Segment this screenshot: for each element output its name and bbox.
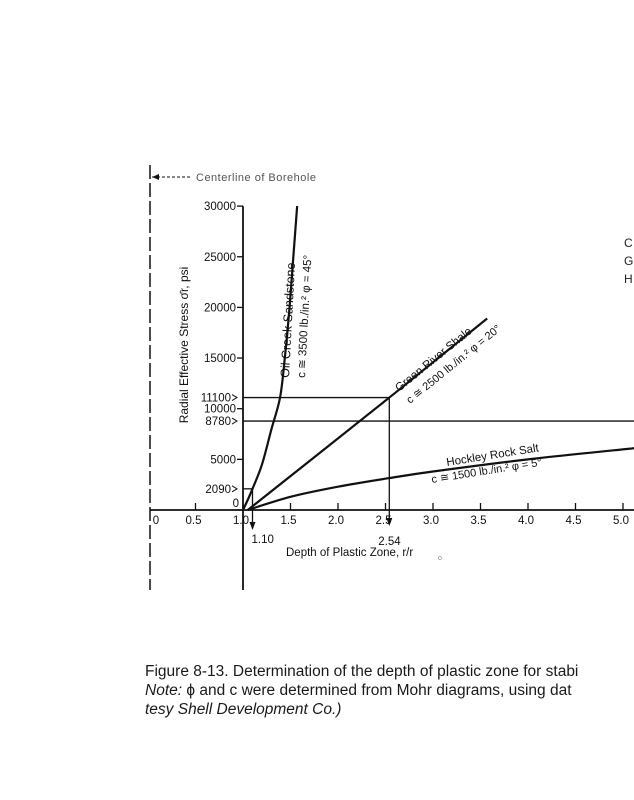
- arrow-down-icon: [249, 522, 256, 530]
- series-line-hockley-rock-salt: [247, 447, 634, 512]
- series-label-oil-creek: Oil Creek Sandstone: [278, 262, 298, 378]
- x-axis-label-subscript: o: [438, 555, 442, 562]
- x-tick-label: 0.5: [186, 515, 202, 527]
- y-tick-label: 30000: [204, 201, 236, 213]
- x-tick-label: 1.0: [233, 515, 249, 527]
- x-tick-label: 3.5: [471, 515, 487, 527]
- x-tick-label: 2.0: [328, 515, 344, 527]
- marked-x-label: 2.54: [378, 536, 401, 548]
- marked-x-label: 1.10: [252, 534, 274, 546]
- legend-stub-h: H: [624, 272, 633, 286]
- caption-line-1: Figure 8-13. Determination of the depth …: [145, 663, 579, 680]
- x-tick-label: 4.5: [566, 515, 582, 527]
- y-tick-label: 20000: [204, 302, 236, 314]
- arrow-left-icon: [152, 174, 159, 180]
- x-tick-label: 4.0: [518, 515, 534, 527]
- legend-stub-c: C: [624, 236, 633, 250]
- marked-y-label: 2090: [205, 484, 231, 496]
- marked-y-label: 8780: [205, 416, 231, 428]
- x-tick-label: 5.0: [613, 515, 629, 527]
- caption-line-2: Note: ϕ and c were determined from Mohr …: [145, 681, 578, 700]
- x-tick-label: 1.5: [281, 515, 297, 527]
- x-tick-label: 0: [153, 515, 159, 527]
- y-tick-label: 0: [233, 498, 239, 510]
- figure-caption: Figure 8-13. Determination of the depth …: [145, 662, 578, 719]
- chevron-right-icon: [231, 417, 238, 425]
- x-axis-label: Depth of Plastic Zone, r/r: [286, 547, 413, 559]
- centerline-label: Centerline of Borehole: [196, 172, 316, 184]
- caption-note-label: Note:: [145, 682, 183, 699]
- y-tick-label: 10000: [204, 404, 236, 416]
- marked-y-label: 11100: [201, 393, 231, 405]
- legend-stub-g: G: [624, 254, 634, 268]
- y-axis-label: Radial Effective Stress σ̄r, psi: [177, 267, 191, 424]
- series-params-oil-creek: c ≅ 3500 lb./in.² φ = 45°: [296, 255, 314, 378]
- chevron-right-icon: [231, 394, 238, 401]
- arrow-down-icon: [386, 518, 393, 526]
- x-tick-label: 3.0: [423, 515, 439, 527]
- chevron-right-icon: [231, 485, 238, 493]
- y-tick-label: 15000: [204, 353, 236, 365]
- series-line-oil-creek-sandstone: [242, 206, 299, 511]
- y-tick-label: 5000: [210, 454, 236, 466]
- series-line-green-river-shale: [247, 317, 488, 511]
- caption-line-2-text: ϕ and c were determined from Mohr diagra…: [182, 682, 572, 699]
- caption-line-3-text: tesy Shell Development Co.): [145, 701, 342, 718]
- y-tick-label: 25000: [204, 252, 236, 264]
- caption-line-3: tesy Shell Development Co.): [145, 700, 578, 719]
